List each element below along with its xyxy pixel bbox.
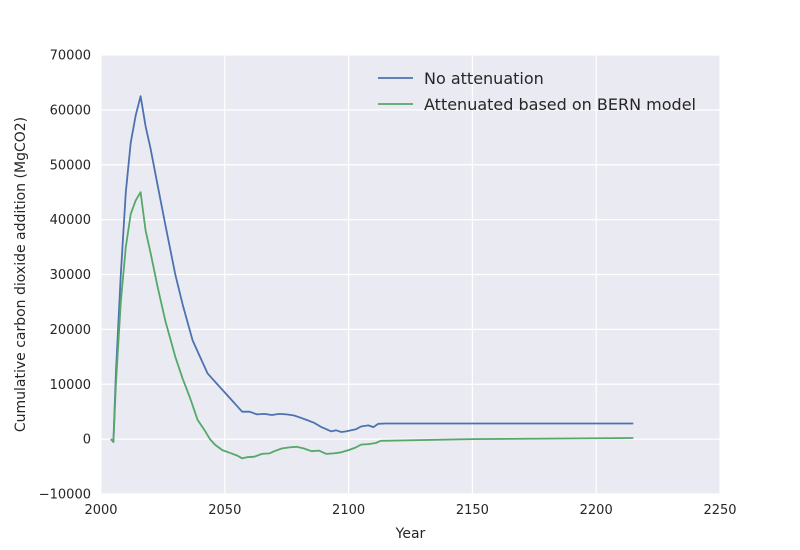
legend-label: No attenuation <box>424 69 544 88</box>
y-tick-label: 20000 <box>50 323 91 338</box>
x-tick-label: 2250 <box>703 503 736 518</box>
legend-label: Attenuated based on BERN model <box>424 95 696 114</box>
x-tick-label: 2050 <box>208 503 241 518</box>
x-tick-label: 2200 <box>580 503 613 518</box>
series-lines <box>110 95 634 460</box>
y-tick-label: −10000 <box>39 488 91 503</box>
x-tick-label: 2000 <box>84 503 117 518</box>
y-tick-label: 10000 <box>50 378 91 393</box>
x-tick-label: 2100 <box>332 503 365 518</box>
series-line-2 <box>110 191 634 460</box>
y-tick-label: 60000 <box>50 103 91 118</box>
y-tick-label: 30000 <box>50 268 91 283</box>
y-tick-label: 0 <box>83 433 91 448</box>
grid <box>100 54 721 495</box>
y-tick-label: 50000 <box>50 158 91 173</box>
series-line-1 <box>110 95 634 443</box>
y-axis-title: Cumulative carbon dioxide addition (MgCO… <box>13 117 29 432</box>
y-tick-label: 40000 <box>50 213 91 228</box>
tick-labels: 2000 2050 2100 2150 2200 2250 −10000 0 10000 2000… <box>39 49 737 519</box>
y-tick-label: 70000 <box>50 49 91 64</box>
x-axis-title: Year <box>395 526 426 542</box>
legend: No attenuation Attenuated based on BERN m… <box>378 69 696 114</box>
x-tick-label: 2150 <box>456 503 489 518</box>
